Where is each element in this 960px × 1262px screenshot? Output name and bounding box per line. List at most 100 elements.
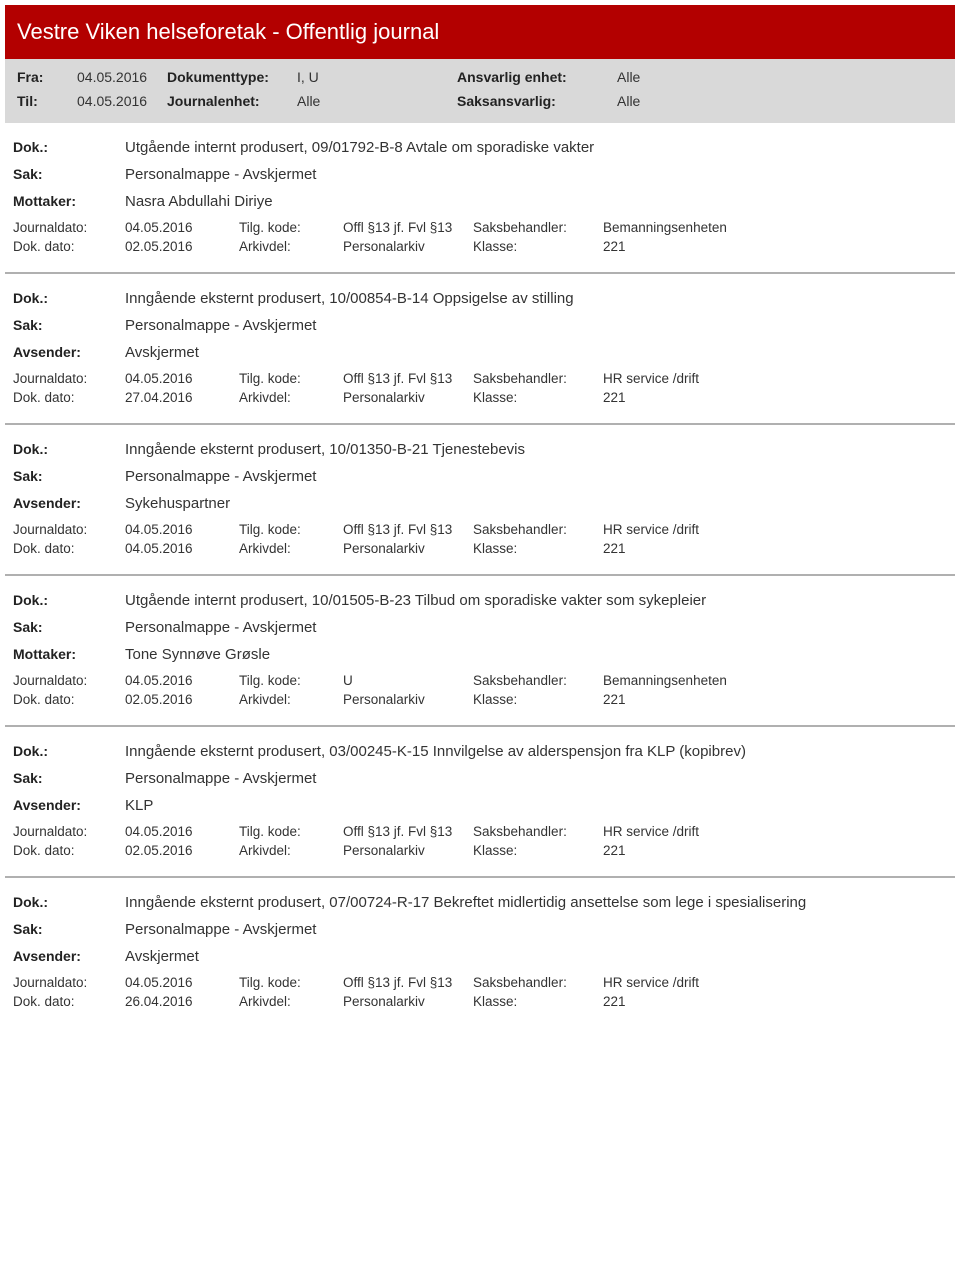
klasse-value: 221 (603, 692, 947, 707)
sak-label: Sak: (13, 317, 125, 333)
party-label: Avsender: (13, 495, 125, 511)
party-value: KLP (125, 797, 947, 814)
journal-entry: Dok.: Inngående eksternt produsert, 10/0… (5, 425, 955, 576)
dok-value: Utgående internt produsert, 09/01792-B-8… (125, 139, 947, 156)
party-value: Avskjermet (125, 948, 947, 965)
dok-value: Inngående eksternt produsert, 10/00854-B… (125, 290, 947, 307)
saksbehandler-label: Saksbehandler: (473, 371, 603, 386)
party-value: Tone Synnøve Grøsle (125, 646, 947, 663)
arkivdel-value: Personalarkiv (343, 692, 473, 707)
saksansvarlig-value: Alle (617, 93, 943, 109)
journal-entry: Dok.: Inngående eksternt produsert, 10/0… (5, 274, 955, 425)
sak-label: Sak: (13, 166, 125, 182)
sak-label: Sak: (13, 468, 125, 484)
arkivdel-value: Personalarkiv (343, 390, 473, 405)
dokdato-value: 27.04.2016 (125, 390, 239, 405)
arkivdel-label: Arkivdel: (239, 390, 343, 405)
saksbehandler-value: Bemanningsenheten (603, 673, 947, 688)
party-label: Avsender: (13, 344, 125, 360)
dokdato-label: Dok. dato: (13, 692, 125, 707)
party-value: Sykehuspartner (125, 495, 947, 512)
party-label: Mottaker: (13, 193, 125, 209)
arkivdel-label: Arkivdel: (239, 239, 343, 254)
journaldato-label: Journaldato: (13, 522, 125, 537)
dokdato-value: 02.05.2016 (125, 239, 239, 254)
dokdato-value: 02.05.2016 (125, 692, 239, 707)
journaldato-label: Journaldato: (13, 975, 125, 990)
arkivdel-label: Arkivdel: (239, 994, 343, 1009)
dokdato-value: 26.04.2016 (125, 994, 239, 1009)
journal-entry: Dok.: Utgående internt produsert, 09/017… (5, 123, 955, 274)
dok-label: Dok.: (13, 441, 125, 457)
sak-value: Personalmappe - Avskjermet (125, 468, 947, 485)
dok-label: Dok.: (13, 139, 125, 155)
arkivdel-label: Arkivdel: (239, 843, 343, 858)
saksbehandler-label: Saksbehandler: (473, 522, 603, 537)
saksansvarlig-label: Saksansvarlig: (457, 93, 617, 109)
klasse-value: 221 (603, 541, 947, 556)
dokdato-label: Dok. dato: (13, 239, 125, 254)
klasse-label: Klasse: (473, 390, 603, 405)
dokdato-label: Dok. dato: (13, 994, 125, 1009)
filter-bar: Fra: 04.05.2016 Dokumenttype: I, U Ansva… (5, 59, 955, 123)
page-title: Vestre Viken helseforetak - Offentlig jo… (5, 5, 955, 59)
journaldato-value: 04.05.2016 (125, 975, 239, 990)
party-label: Mottaker: (13, 646, 125, 662)
arkivdel-label: Arkivdel: (239, 692, 343, 707)
tilgkode-label: Tilg. kode: (239, 824, 343, 839)
dok-label: Dok.: (13, 290, 125, 306)
dokdato-label: Dok. dato: (13, 390, 125, 405)
journaldato-value: 04.05.2016 (125, 673, 239, 688)
klasse-label: Klasse: (473, 541, 603, 556)
saksbehandler-value: HR service /drift (603, 824, 947, 839)
dokdato-label: Dok. dato: (13, 843, 125, 858)
sak-value: Personalmappe - Avskjermet (125, 317, 947, 334)
tilgkode-label: Tilg. kode: (239, 371, 343, 386)
saksbehandler-label: Saksbehandler: (473, 975, 603, 990)
journaldato-value: 04.05.2016 (125, 522, 239, 537)
tilgkode-value: Offl §13 jf. Fvl §13 (343, 220, 473, 235)
dok-label: Dok.: (13, 743, 125, 759)
saksbehandler-label: Saksbehandler: (473, 673, 603, 688)
party-label: Avsender: (13, 948, 125, 964)
journaldato-value: 04.05.2016 (125, 824, 239, 839)
tilgkode-label: Tilg. kode: (239, 220, 343, 235)
tilgkode-value: Offl §13 jf. Fvl §13 (343, 824, 473, 839)
tilgkode-value: Offl §13 jf. Fvl §13 (343, 522, 473, 537)
journaldato-label: Journaldato: (13, 220, 125, 235)
sak-label: Sak: (13, 770, 125, 786)
saksbehandler-value: HR service /drift (603, 371, 947, 386)
journaldato-label: Journaldato: (13, 824, 125, 839)
klasse-value: 221 (603, 994, 947, 1009)
journal-entry: Dok.: Utgående internt produsert, 10/015… (5, 576, 955, 727)
arkivdel-value: Personalarkiv (343, 994, 473, 1009)
arkivdel-value: Personalarkiv (343, 239, 473, 254)
sak-label: Sak: (13, 619, 125, 635)
dok-value: Inngående eksternt produsert, 03/00245-K… (125, 743, 947, 760)
journal-entry: Dok.: Inngående eksternt produsert, 07/0… (5, 878, 955, 1027)
dok-label: Dok.: (13, 894, 125, 910)
til-label: Til: (17, 93, 77, 109)
entries-list: Dok.: Utgående internt produsert, 09/017… (5, 123, 955, 1027)
journalenhet-value: Alle (297, 93, 457, 109)
party-label: Avsender: (13, 797, 125, 813)
sak-value: Personalmappe - Avskjermet (125, 770, 947, 787)
journaldato-label: Journaldato: (13, 371, 125, 386)
tilgkode-value: U (343, 673, 473, 688)
tilgkode-label: Tilg. kode: (239, 673, 343, 688)
tilgkode-value: Offl §13 jf. Fvl §13 (343, 371, 473, 386)
sak-value: Personalmappe - Avskjermet (125, 921, 947, 938)
klasse-value: 221 (603, 239, 947, 254)
arkivdel-label: Arkivdel: (239, 541, 343, 556)
dokumenttype-value: I, U (297, 69, 457, 85)
klasse-value: 221 (603, 843, 947, 858)
journaldato-value: 04.05.2016 (125, 220, 239, 235)
journaldato-label: Journaldato: (13, 673, 125, 688)
arkivdel-value: Personalarkiv (343, 541, 473, 556)
party-value: Nasra Abdullahi Diriye (125, 193, 947, 210)
tilgkode-value: Offl §13 jf. Fvl §13 (343, 975, 473, 990)
klasse-label: Klasse: (473, 994, 603, 1009)
dok-value: Inngående eksternt produsert, 10/01350-B… (125, 441, 947, 458)
journalenhet-label: Journalenhet: (167, 93, 297, 109)
party-value: Avskjermet (125, 344, 947, 361)
